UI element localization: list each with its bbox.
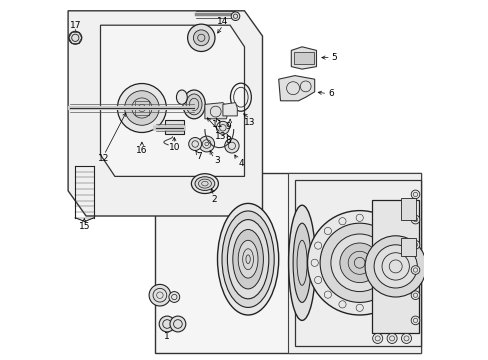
- Circle shape: [320, 223, 399, 302]
- Circle shape: [365, 236, 426, 297]
- Text: 1: 1: [164, 332, 170, 341]
- Polygon shape: [278, 76, 314, 101]
- Circle shape: [307, 211, 411, 315]
- Circle shape: [330, 234, 387, 292]
- Circle shape: [170, 316, 185, 332]
- Bar: [134, 101, 149, 115]
- Polygon shape: [68, 11, 262, 216]
- Text: 10: 10: [168, 143, 180, 152]
- Bar: [164, 120, 184, 134]
- Polygon shape: [223, 103, 237, 116]
- Text: 11: 11: [211, 120, 223, 129]
- Text: 4: 4: [238, 159, 243, 168]
- Polygon shape: [294, 180, 420, 346]
- Text: 17: 17: [69, 21, 81, 30]
- Polygon shape: [287, 173, 420, 353]
- Ellipse shape: [149, 284, 170, 306]
- Circle shape: [372, 333, 382, 343]
- Ellipse shape: [168, 292, 179, 302]
- Text: 15: 15: [79, 222, 90, 231]
- Circle shape: [216, 121, 229, 134]
- Circle shape: [193, 30, 209, 46]
- Ellipse shape: [227, 220, 268, 299]
- Ellipse shape: [217, 203, 278, 315]
- Circle shape: [373, 245, 416, 288]
- Text: 14: 14: [217, 17, 228, 26]
- Polygon shape: [204, 103, 228, 119]
- Text: 9: 9: [225, 122, 231, 131]
- Ellipse shape: [232, 230, 263, 289]
- Ellipse shape: [183, 90, 205, 119]
- Ellipse shape: [222, 211, 274, 307]
- Text: 7: 7: [196, 152, 202, 161]
- Circle shape: [117, 84, 166, 132]
- Ellipse shape: [191, 174, 218, 194]
- Circle shape: [339, 243, 379, 283]
- Ellipse shape: [238, 240, 258, 278]
- Ellipse shape: [186, 94, 202, 115]
- Ellipse shape: [292, 223, 310, 302]
- Polygon shape: [101, 25, 244, 176]
- Text: 5: 5: [331, 53, 337, 62]
- Circle shape: [410, 240, 419, 249]
- Circle shape: [231, 12, 239, 21]
- Circle shape: [199, 136, 214, 152]
- Ellipse shape: [288, 205, 315, 320]
- Text: 3: 3: [214, 156, 220, 165]
- Circle shape: [410, 316, 419, 325]
- Circle shape: [410, 215, 419, 224]
- Text: 16: 16: [136, 146, 147, 155]
- Circle shape: [386, 333, 396, 343]
- Text: 13: 13: [244, 118, 255, 127]
- Text: 12: 12: [98, 154, 110, 163]
- Circle shape: [401, 333, 411, 343]
- Text: 8: 8: [225, 136, 231, 145]
- Bar: [400, 238, 415, 256]
- Ellipse shape: [195, 177, 214, 190]
- Bar: [294, 52, 313, 64]
- Circle shape: [69, 31, 81, 44]
- Text: 2: 2: [211, 195, 216, 204]
- Circle shape: [224, 139, 239, 153]
- Circle shape: [410, 291, 419, 300]
- Ellipse shape: [176, 90, 187, 104]
- Polygon shape: [154, 173, 420, 353]
- Text: 13: 13: [215, 132, 226, 141]
- Text: 6: 6: [327, 89, 333, 98]
- Circle shape: [410, 266, 419, 274]
- Circle shape: [124, 91, 159, 125]
- Circle shape: [188, 138, 201, 150]
- Circle shape: [410, 190, 419, 199]
- Bar: [371, 200, 418, 333]
- Polygon shape: [291, 47, 316, 69]
- Bar: [400, 198, 415, 220]
- Circle shape: [187, 24, 215, 51]
- Circle shape: [159, 316, 175, 332]
